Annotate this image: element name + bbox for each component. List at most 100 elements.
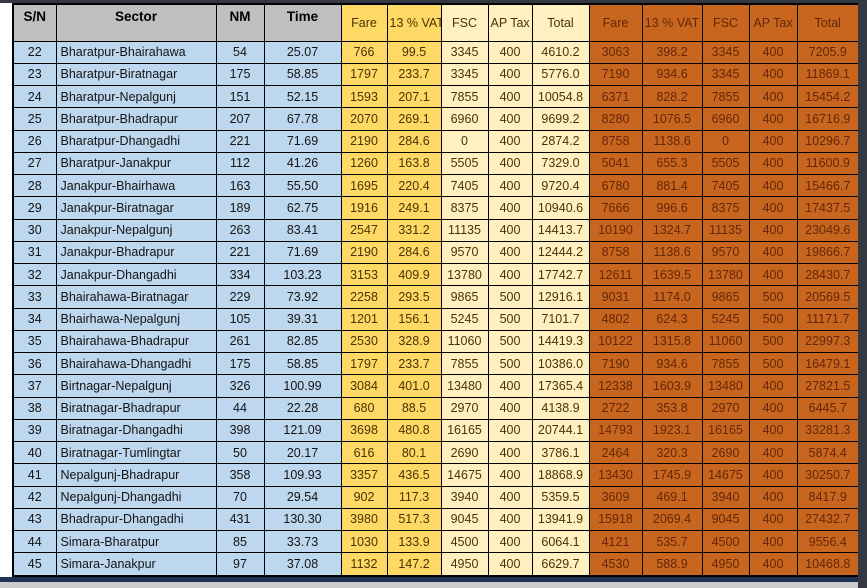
- cell-vat-b[interactable]: 353.8: [641, 396, 703, 420]
- cell-total-b[interactable]: 23049.6: [796, 218, 860, 242]
- cell-vat-a[interactable]: 220.4: [386, 173, 442, 198]
- cell-fsc-a[interactable]: 7405: [440, 173, 489, 198]
- cell-time[interactable]: 37.08: [263, 552, 342, 577]
- cell-time[interactable]: 52.15: [263, 84, 342, 109]
- cell-vat-b[interactable]: 624.3: [641, 307, 703, 331]
- cell-fare-b[interactable]: 14793: [588, 418, 643, 443]
- cell-time[interactable]: 39.31: [263, 307, 342, 331]
- header-fsc-a[interactable]: FSC: [440, 3, 489, 42]
- cell-sector[interactable]: Bharatpur-Nepalgunj: [55, 84, 217, 109]
- cell-fare-b[interactable]: 4121: [588, 529, 643, 554]
- cell-vat-b[interactable]: 1138.6: [641, 240, 703, 265]
- cell-nm[interactable]: 70: [215, 485, 265, 509]
- cell-nm[interactable]: 50: [215, 440, 265, 465]
- cell-fsc-a[interactable]: 5245: [440, 307, 489, 331]
- cell-total-b[interactable]: 19866.7: [796, 240, 860, 265]
- cell-fsc-a[interactable]: 4500: [440, 529, 489, 554]
- cell-total-b[interactable]: 10468.8: [796, 552, 860, 577]
- cell-time[interactable]: 100.99: [263, 374, 342, 398]
- cell-fare-b[interactable]: 4802: [588, 307, 643, 331]
- cell-total-b[interactable]: 8417.9: [796, 485, 860, 509]
- cell-vat-b[interactable]: 996.6: [641, 196, 703, 220]
- cell-fsc-a[interactable]: 3345: [440, 40, 489, 64]
- cell-total-a[interactable]: 4610.2: [531, 40, 590, 64]
- cell-sector[interactable]: Bharatpur-Dhangadhi: [55, 129, 217, 153]
- cell-time[interactable]: 58.85: [263, 62, 342, 87]
- cell-sn[interactable]: 35: [12, 329, 57, 354]
- cell-total-a[interactable]: 9720.4: [531, 173, 590, 198]
- cell-sn[interactable]: 39: [12, 418, 57, 443]
- cell-total-b[interactable]: 15454.2: [796, 84, 860, 109]
- cell-nm[interactable]: 85: [215, 529, 265, 554]
- cell-sn[interactable]: 43: [12, 507, 57, 532]
- cell-fare-a[interactable]: 616: [340, 440, 388, 465]
- cell-total-a[interactable]: 13941.9: [531, 507, 590, 532]
- cell-time[interactable]: 33.73: [263, 529, 342, 554]
- cell-total-b[interactable]: 5874.4: [796, 440, 860, 465]
- cell-total-b[interactable]: 17437.5: [796, 196, 860, 220]
- cell-total-b[interactable]: 28430.7: [796, 262, 860, 287]
- cell-aptax-a[interactable]: 500: [487, 351, 533, 376]
- cell-sector[interactable]: Bhairahawa-Bhadrapur: [55, 329, 217, 354]
- cell-sn[interactable]: 29: [12, 196, 57, 220]
- cell-fare-a[interactable]: 1201: [340, 307, 388, 331]
- cell-nm[interactable]: 326: [215, 374, 265, 398]
- cell-vat-b[interactable]: 1076.5: [641, 107, 703, 131]
- cell-sn[interactable]: 40: [12, 440, 57, 465]
- cell-fsc-b[interactable]: 0: [701, 129, 750, 153]
- cell-time[interactable]: 41.26: [263, 151, 342, 176]
- cell-sector[interactable]: Simara-Janakpur: [55, 552, 217, 577]
- cell-vat-b[interactable]: 1138.6: [641, 129, 703, 153]
- cell-aptax-a[interactable]: 400: [487, 40, 533, 64]
- cell-sector[interactable]: Biratnagar-Tumlingtar: [55, 440, 217, 465]
- cell-vat-a[interactable]: 133.9: [386, 529, 442, 554]
- cell-fsc-a[interactable]: 16165: [440, 418, 489, 443]
- cell-vat-a[interactable]: 293.5: [386, 285, 442, 309]
- cell-aptax-b[interactable]: 400: [748, 173, 798, 198]
- cell-total-a[interactable]: 10386.0: [531, 351, 590, 376]
- cell-total-a[interactable]: 7329.0: [531, 151, 590, 176]
- cell-fsc-a[interactable]: 9045: [440, 507, 489, 532]
- cell-vat-b[interactable]: 1603.9: [641, 374, 703, 398]
- cell-aptax-b[interactable]: 400: [748, 129, 798, 153]
- cell-sn[interactable]: 32: [12, 262, 57, 287]
- cell-total-a[interactable]: 5776.0: [531, 62, 590, 87]
- cell-aptax-b[interactable]: 400: [748, 84, 798, 109]
- cell-aptax-a[interactable]: 400: [487, 507, 533, 532]
- cell-fare-a[interactable]: 2530: [340, 329, 388, 354]
- cell-vat-b[interactable]: 828.2: [641, 84, 703, 109]
- cell-fare-b[interactable]: 2722: [588, 396, 643, 420]
- cell-aptax-b[interactable]: 500: [748, 307, 798, 331]
- cell-sn[interactable]: 33: [12, 285, 57, 309]
- cell-fsc-a[interactable]: 7855: [440, 351, 489, 376]
- cell-aptax-b[interactable]: 400: [748, 396, 798, 420]
- header-nm[interactable]: NM: [215, 3, 265, 42]
- cell-vat-a[interactable]: 117.3: [386, 485, 442, 509]
- cell-fsc-b[interactable]: 13480: [701, 374, 750, 398]
- cell-vat-b[interactable]: 1745.9: [641, 463, 703, 487]
- cell-nm[interactable]: 261: [215, 329, 265, 354]
- cell-sn[interactable]: 37: [12, 374, 57, 398]
- cell-vat-a[interactable]: 80.1: [386, 440, 442, 465]
- cell-aptax-a[interactable]: 400: [487, 62, 533, 87]
- cell-nm[interactable]: 44: [215, 396, 265, 420]
- cell-aptax-b[interactable]: 400: [748, 240, 798, 265]
- cell-fsc-a[interactable]: 14675: [440, 463, 489, 487]
- cell-total-b[interactable]: 11869.1: [796, 62, 860, 87]
- cell-nm[interactable]: 334: [215, 262, 265, 287]
- cell-fare-a[interactable]: 2190: [340, 129, 388, 153]
- cell-vat-a[interactable]: 163.8: [386, 151, 442, 176]
- cell-sn[interactable]: 45: [12, 552, 57, 577]
- cell-total-b[interactable]: 27432.7: [796, 507, 860, 532]
- cell-total-a[interactable]: 14413.7: [531, 218, 590, 242]
- cell-time[interactable]: 73.92: [263, 285, 342, 309]
- cell-time[interactable]: 121.09: [263, 418, 342, 443]
- cell-aptax-b[interactable]: 500: [748, 285, 798, 309]
- cell-fsc-b[interactable]: 7405: [701, 173, 750, 198]
- cell-vat-a[interactable]: 328.9: [386, 329, 442, 354]
- cell-sector[interactable]: Biratnagar-Bhadrapur: [55, 396, 217, 420]
- cell-sector[interactable]: Janakpur-Bhairhawa: [55, 173, 217, 198]
- cell-sector[interactable]: Bharatpur-Bhadrapur: [55, 107, 217, 131]
- cell-vat-b[interactable]: 934.6: [641, 351, 703, 376]
- cell-sector[interactable]: Bharatpur-Bhairahawa: [55, 40, 217, 64]
